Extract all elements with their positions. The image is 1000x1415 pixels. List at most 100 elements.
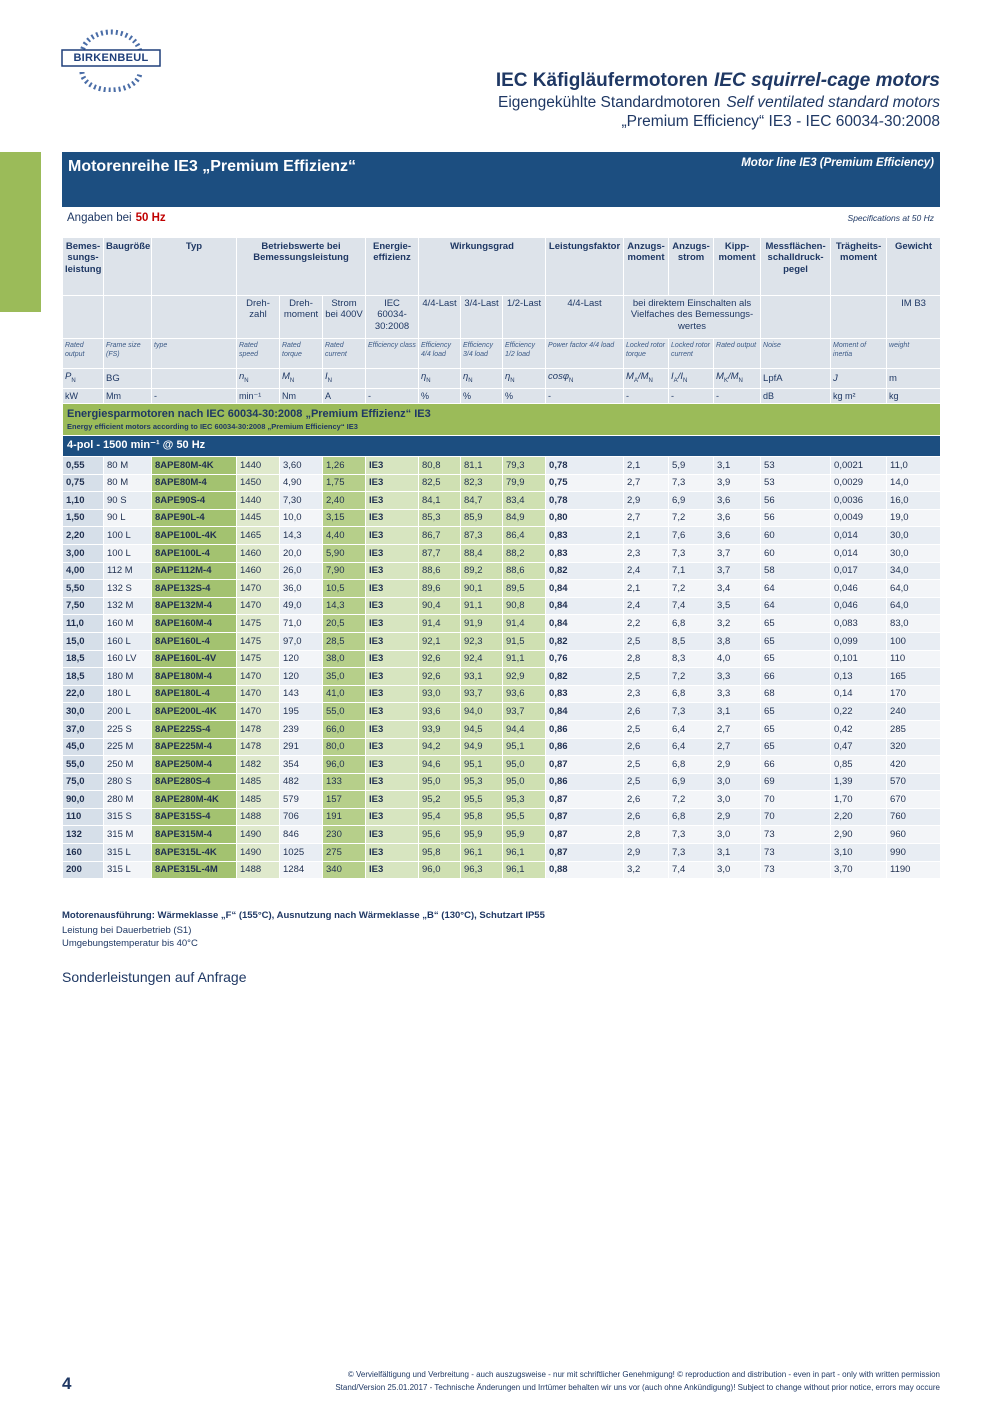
data-cell: 8APE100L-4 (151, 543, 237, 563)
data-cell: 0,0029 (830, 473, 888, 493)
data-cell: 95,0 (501, 755, 547, 774)
data-cell: 3,6 (713, 526, 762, 545)
data-cell: 4,40 (322, 526, 366, 545)
data-cell: 66 (760, 667, 832, 686)
data-cell: 56 (760, 491, 832, 510)
data-cell: 7,3 (668, 543, 715, 563)
symbol-text: P (65, 371, 72, 383)
header-cell: Trägheits-moment (830, 237, 888, 296)
unit-cell: kg m² (830, 388, 888, 404)
data-cell: 2,6 (623, 790, 670, 809)
spec-frequency: 50 Hz (135, 212, 166, 224)
data-cell: 0,87 (545, 843, 625, 862)
data-cell: 86,4 (501, 526, 547, 545)
data-cell: 2,20 (62, 526, 104, 545)
data-cell: 95,5 (501, 807, 547, 827)
data-cell: IE3 (365, 807, 419, 827)
data-cell: 8APE315M-4 (151, 825, 237, 845)
data-cell: 132 M (103, 596, 152, 616)
data-cell: 0,85 (830, 755, 888, 774)
data-cell: 95,2 (418, 790, 461, 809)
data-cell: 65 (760, 614, 832, 633)
data-cell: 3,2 (713, 614, 762, 633)
data-cell: 285 (886, 719, 942, 739)
data-cell: 1490 (236, 843, 280, 862)
data-cell: 3,8 (713, 631, 762, 651)
data-cell: 0,84 (545, 614, 625, 633)
data-cell: 4,00 (62, 561, 104, 581)
data-cell: 482 (279, 772, 323, 792)
data-cell: 2,4 (623, 561, 670, 581)
logo-frame (61, 49, 161, 67)
data-cell: 1450 (236, 473, 280, 493)
header-en-cell: Power factor 4/4 load (545, 338, 625, 369)
data-cell: IE3 (365, 561, 419, 581)
table-row: 0,55 80 M 8APE80M-4K 1440 3,60 1,26 IE3 80,8 81,… (62, 456, 942, 475)
data-cell: 1460 (236, 561, 280, 581)
data-cell: 94,9 (460, 737, 503, 757)
table-row: Energiesparmotoren nach IEC 60034-30:200… (61, 403, 942, 436)
data-cell: 157 (322, 790, 366, 809)
data-cell: 191 (322, 807, 366, 827)
spec-label: Angaben bei (67, 212, 132, 224)
data-cell: IE3 (365, 631, 419, 651)
data-cell: 8APE160L-4V (151, 649, 237, 669)
data-cell: 65 (760, 737, 832, 757)
symbol-subscript: N (738, 378, 743, 385)
data-cell: 91,4 (501, 614, 547, 633)
data-cell: 6,8 (668, 684, 715, 704)
data-cell: 79,9 (501, 473, 547, 493)
banner: Motorenreihe IE3 „Premium Effizienz“ Mot… (62, 152, 940, 207)
data-cell: 94,5 (460, 719, 503, 739)
data-cell: 73 (760, 825, 832, 845)
data-cell: 200 (62, 860, 104, 880)
data-cell: 2,7 (713, 719, 762, 739)
data-cell: 6,4 (668, 737, 715, 757)
data-cell: 8APE132S-4 (151, 579, 237, 598)
data-cell: 275 (322, 843, 366, 862)
data-cell: 100 L (103, 526, 152, 545)
spec-en: Specifications at 50 Hz (847, 213, 934, 223)
data-cell: 19,0 (886, 508, 942, 528)
symbol-subscript: N (426, 378, 431, 385)
data-cell: 7,1 (668, 561, 715, 581)
data-cell: 73 (760, 843, 832, 862)
data-cell: 2,1 (623, 579, 670, 598)
table-row: 15,0 160 L 8APE160L-4 1475 97,0 28,5 IE3 92,1 92… (62, 631, 942, 651)
data-cell: IE3 (365, 737, 419, 757)
data-cell: 53 (760, 473, 832, 493)
data-cell: IE3 (365, 825, 419, 845)
data-cell: 2,5 (623, 667, 670, 686)
data-cell: 55,0 (62, 755, 104, 774)
data-cell: 58 (760, 561, 832, 581)
data-cell: 90,4 (418, 596, 461, 616)
subtitle-en: Self ventilated standard motors (726, 94, 940, 111)
data-cell: 225 M (103, 737, 152, 757)
data-cell: 3,3 (713, 667, 762, 686)
symbol-text: BG (106, 372, 120, 384)
symbol-text: I (325, 371, 328, 383)
data-cell: 2,5 (623, 772, 670, 792)
header-en-cell: Efficiency 4/4 load (418, 338, 461, 369)
data-cell: 83,4 (501, 491, 547, 510)
symbol-subscript: N (468, 378, 473, 385)
data-cell: 230 (322, 825, 366, 845)
data-cell: 93,6 (418, 702, 461, 721)
data-cell: 7,4 (668, 596, 715, 616)
data-cell: 7,2 (668, 667, 715, 686)
data-cell: 3,0 (713, 790, 762, 809)
data-cell: 80,8 (418, 456, 461, 475)
data-cell: 3,1 (713, 456, 762, 475)
data-cell: 0,83 (545, 543, 625, 563)
data-cell: 65 (760, 719, 832, 739)
data-cell: 0,82 (545, 667, 625, 686)
data-cell: 95,0 (501, 772, 547, 792)
table-row: 55,0 250 M 8APE250M-4 1482 354 96,0 IE3 94,6 95,… (62, 755, 942, 774)
data-cell: 14,3 (279, 526, 323, 545)
data-cell: 6,8 (668, 755, 715, 774)
data-cell: 1,50 (62, 508, 104, 528)
symbol-cell: ηN (501, 368, 547, 389)
data-cell: 37,0 (62, 719, 104, 739)
data-cell: 70 (760, 790, 832, 809)
